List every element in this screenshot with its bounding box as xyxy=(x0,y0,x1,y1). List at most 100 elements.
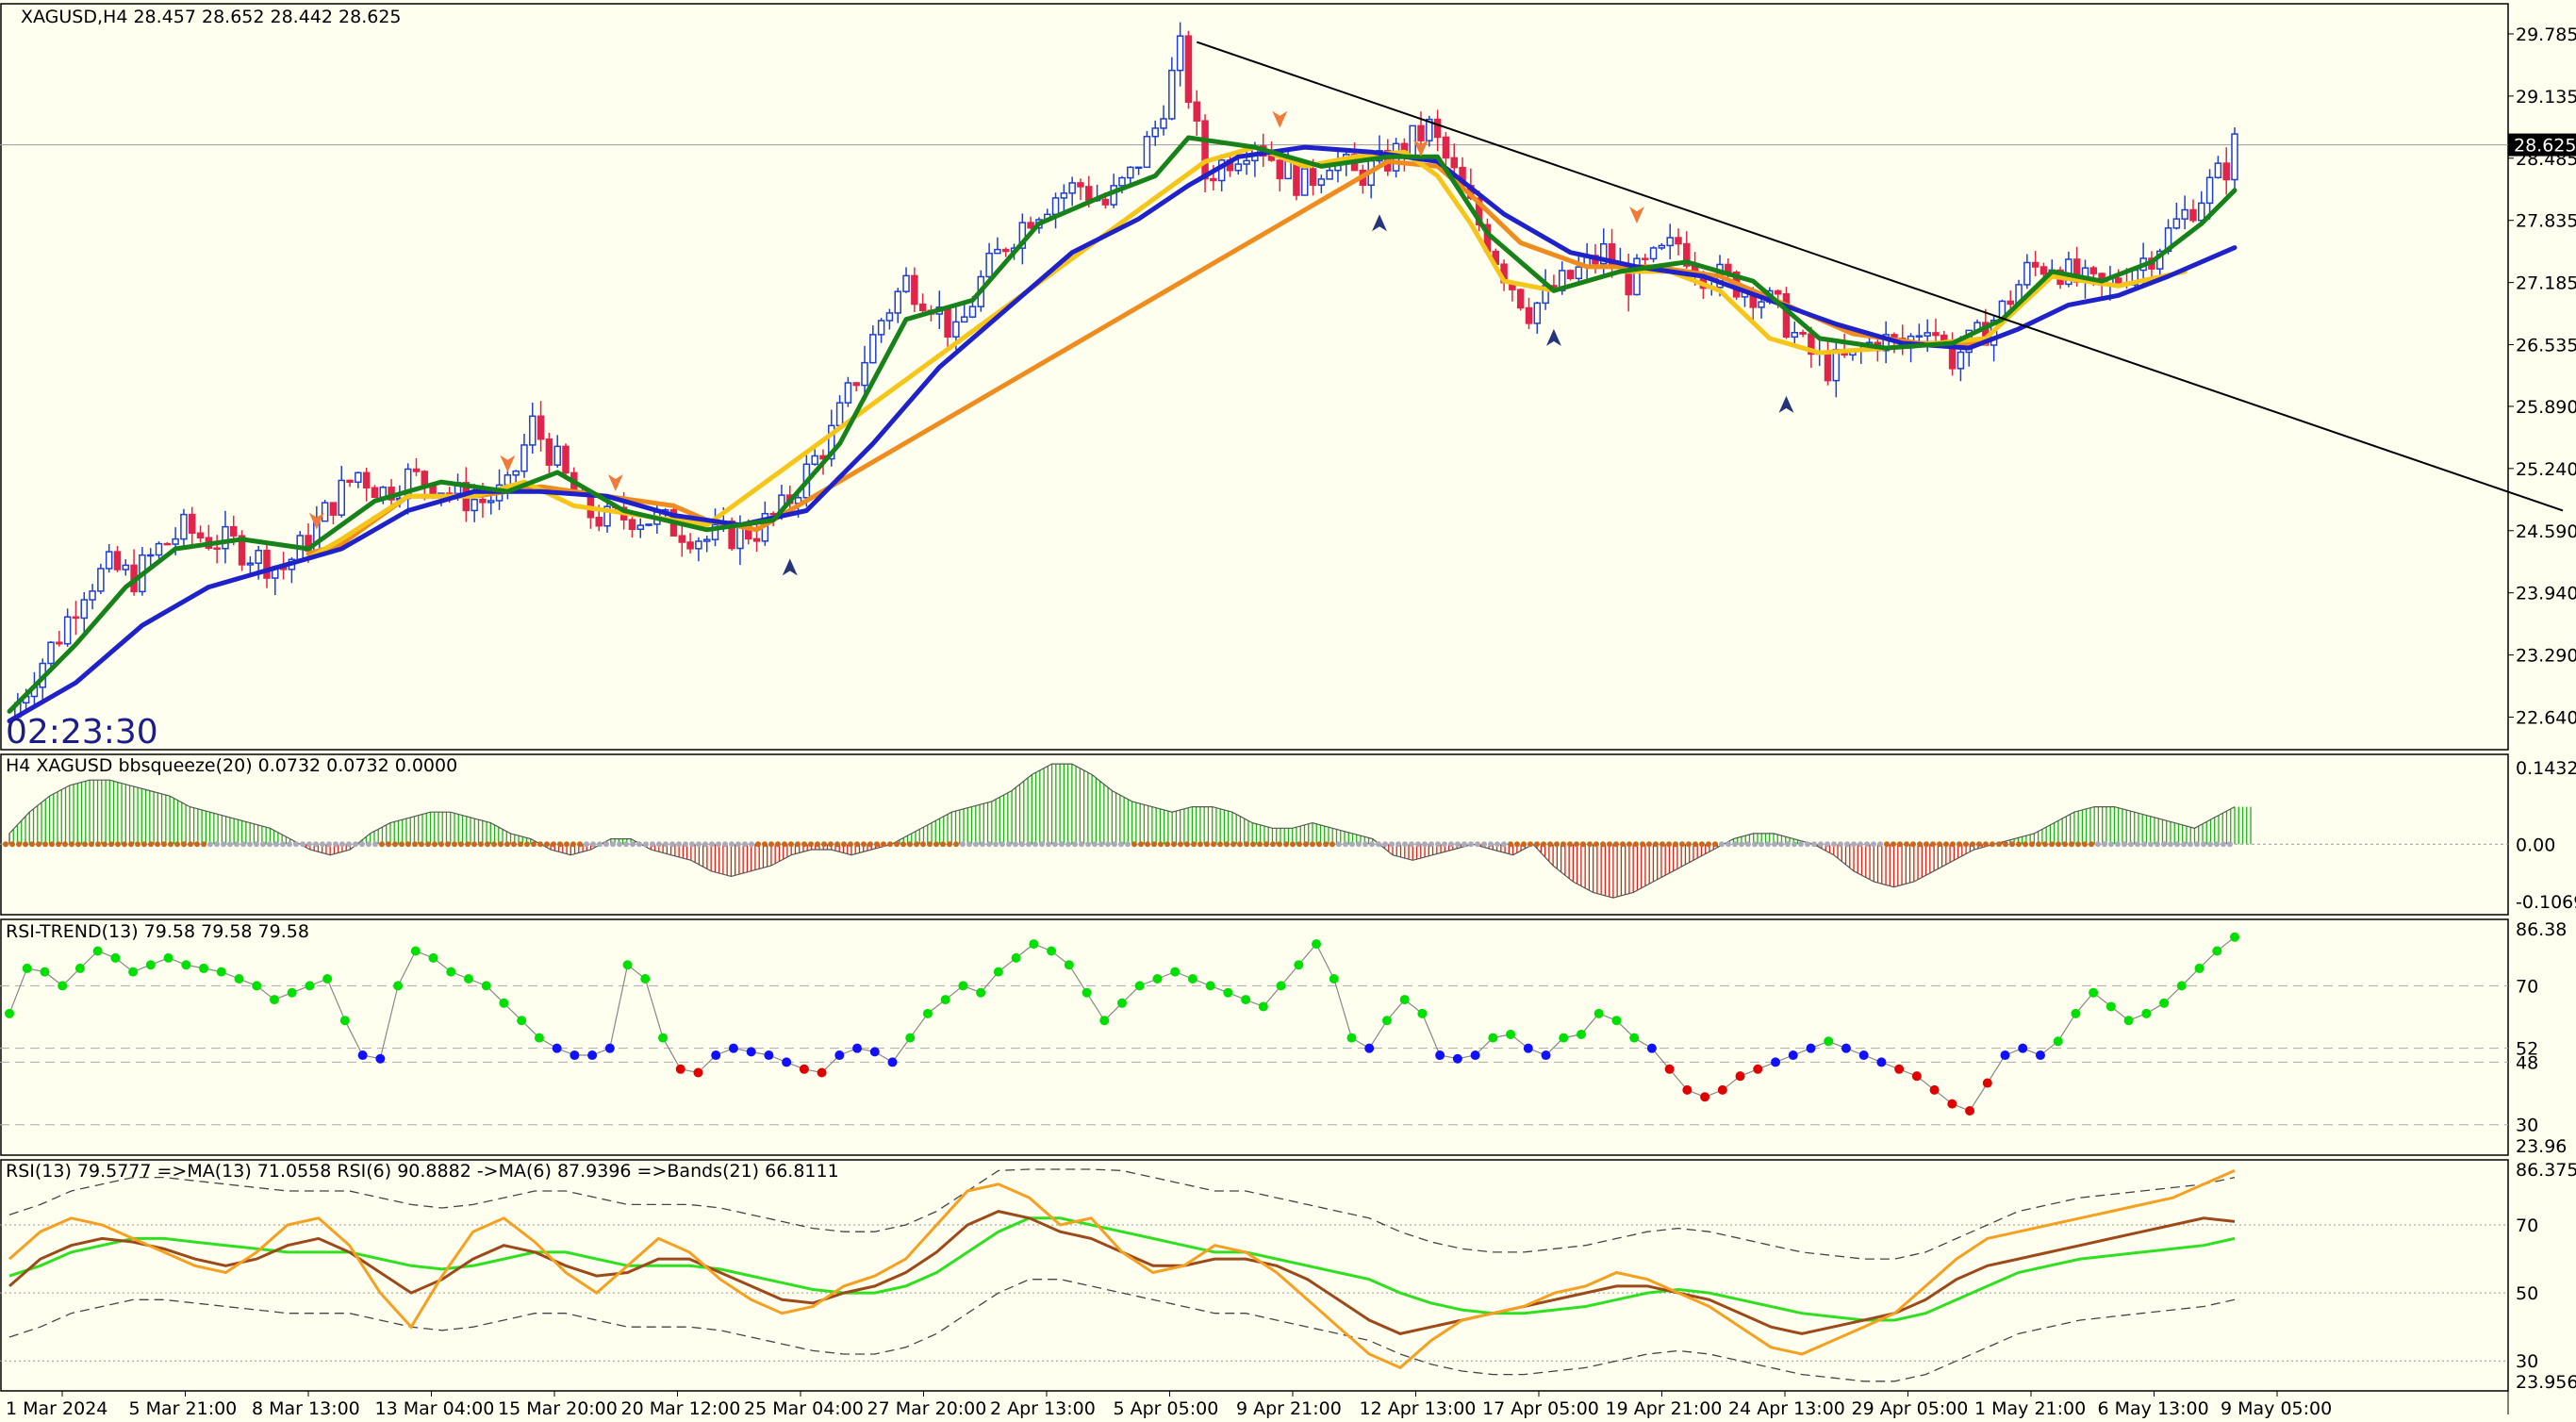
rsi-trend-dot xyxy=(2159,998,2170,1008)
rsi-tick-label: 70 xyxy=(2516,1215,2538,1236)
squeeze-dot xyxy=(828,841,834,848)
bull-candle xyxy=(1151,127,1159,138)
squeeze-dot xyxy=(1415,841,1421,848)
squeeze-dot xyxy=(1567,841,1573,848)
squeeze-dot xyxy=(2009,841,2015,848)
squeeze-dot xyxy=(518,841,523,848)
bear-candle xyxy=(911,274,918,306)
bull-candle xyxy=(512,470,520,476)
squeeze-dot xyxy=(1026,841,1032,848)
squeeze-dot xyxy=(1811,841,1817,848)
price-tick-label: 23.290 xyxy=(2516,646,2576,667)
panel-frame-main xyxy=(0,3,2509,751)
squeeze-dot xyxy=(1871,841,1876,848)
squeeze-dot xyxy=(372,841,378,848)
squeeze-dot xyxy=(768,841,774,848)
bull-candle xyxy=(1426,118,1433,141)
squeeze-dot xyxy=(1996,841,2002,848)
squeeze-dot xyxy=(1046,841,1051,848)
squeeze-dot xyxy=(254,841,259,848)
rsi-trend-dot xyxy=(1064,960,1074,970)
bull-candle xyxy=(529,415,537,446)
squeeze-dot xyxy=(815,841,820,848)
time-tick-label: 19 Apr 21:00 xyxy=(1606,1398,1723,1419)
trendline[interactable] xyxy=(1196,41,2564,512)
bull-candle xyxy=(172,537,179,545)
squeeze-dot xyxy=(1527,841,1533,848)
squeeze-dot xyxy=(702,841,708,848)
rsi-trend-dot xyxy=(1276,981,1286,991)
squeeze-dot xyxy=(3,841,8,848)
rsi-trend-tick-label: 23.96 xyxy=(2516,1136,2567,1157)
squeeze-dot xyxy=(353,841,358,848)
rsi-trend-dot xyxy=(181,960,191,970)
squeeze-dot xyxy=(1983,841,1989,848)
squeeze-dot xyxy=(1329,841,1335,848)
squeeze-dot xyxy=(1230,841,1236,848)
squeeze-dot xyxy=(1508,841,1513,848)
bull-candle xyxy=(844,382,852,404)
chart-header: XAGUSD,H4 28.457 28.652 28.442 28.625 xyxy=(21,7,402,27)
rsi-trend-dot xyxy=(1470,1050,1480,1061)
bull-candle xyxy=(89,590,96,601)
rsi-trend-dot xyxy=(393,981,404,991)
squeeze-dot xyxy=(128,841,134,848)
squeeze-dot xyxy=(1191,841,1197,848)
bear-candle xyxy=(545,438,553,466)
rsi-trend-dot xyxy=(587,1050,598,1061)
squeeze-tick-label: 0.1432 xyxy=(2516,758,2576,779)
squeeze-dot xyxy=(1184,841,1190,848)
squeeze-dot xyxy=(689,841,695,848)
bull-candle xyxy=(828,424,835,460)
squeeze-dot xyxy=(643,841,649,848)
squeeze-dot xyxy=(174,841,180,848)
time-tick-label: 9 Apr 21:00 xyxy=(1236,1398,1342,1419)
squeeze-dot xyxy=(1851,841,1857,848)
bull-candle xyxy=(97,568,105,592)
squeeze-dot xyxy=(1534,841,1540,848)
squeeze-dot xyxy=(1924,841,1929,848)
bear-candle xyxy=(562,445,570,474)
bear-candle xyxy=(163,542,172,546)
bull-candle xyxy=(1127,166,1134,179)
bbsqueeze-panel xyxy=(0,763,2508,899)
sell-arrow-icon xyxy=(308,512,324,530)
rsi-trend-dot xyxy=(5,1008,14,1018)
rsi-trend-dot xyxy=(1364,1043,1375,1053)
squeeze-dot xyxy=(1112,841,1117,848)
price-tick-label: 27.185 xyxy=(2516,273,2576,294)
squeeze-dot xyxy=(478,841,484,848)
rsi-trend-panel xyxy=(0,932,2508,1126)
squeeze-dot xyxy=(273,841,279,848)
squeeze-dot xyxy=(2029,841,2035,848)
squeeze-dot xyxy=(801,841,807,848)
squeeze-dot xyxy=(2194,841,2200,848)
bull-candle xyxy=(520,444,528,472)
rsi-trend-dot xyxy=(463,973,473,984)
rsi-trend-dot xyxy=(675,1064,685,1074)
squeeze-dot xyxy=(247,841,253,848)
squeeze-dot xyxy=(1620,841,1626,848)
squeeze-dot xyxy=(1745,841,1751,848)
squeeze-tick-label: -0.1069 xyxy=(2516,892,2576,913)
squeeze-dot xyxy=(2135,841,2140,848)
rsi-trend-dot xyxy=(1294,960,1304,970)
squeeze-dot xyxy=(1593,841,1599,848)
bear-candle xyxy=(1276,159,1284,180)
squeeze-dot xyxy=(1897,841,1903,848)
time-tick-label: 17 Apr 05:00 xyxy=(1482,1398,1599,1419)
squeeze-dot xyxy=(1072,841,1078,848)
price-panel[interactable] xyxy=(0,22,2564,724)
squeeze-dot xyxy=(1640,841,1645,848)
squeeze-dot xyxy=(867,841,873,848)
bear-candle xyxy=(1001,248,1010,253)
bear-candle xyxy=(2031,261,2039,268)
bull-candle xyxy=(504,474,512,487)
rsi-trend-dot xyxy=(1753,1064,1763,1074)
rsi-trend-dot xyxy=(834,1050,845,1061)
bull-candle xyxy=(2023,261,2031,286)
rsi-trend-dot xyxy=(1011,952,1021,963)
squeeze-dot xyxy=(108,841,114,848)
